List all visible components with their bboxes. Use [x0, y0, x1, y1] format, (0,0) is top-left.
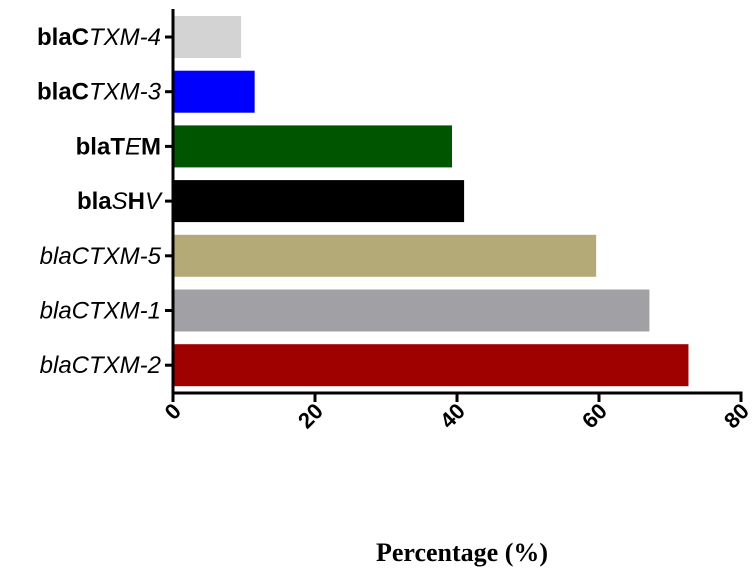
category-label-part: V — [145, 188, 163, 215]
category-label-part: H — [128, 188, 145, 215]
category-label-part: blaC — [37, 79, 89, 106]
category-label-part: TXM-3 — [89, 79, 162, 106]
bar-blashv — [173, 180, 465, 223]
bar-blactxm-2 — [173, 344, 689, 387]
x-tick-label-0: 0 — [160, 398, 186, 424]
bar-blactxm-3 — [173, 70, 255, 113]
category-label-part: bla — [77, 188, 112, 215]
category-label-part: blaCTXM-5 — [40, 243, 162, 270]
bar-blactxm-4 — [173, 16, 242, 58]
x-tick-label-40: 40 — [435, 398, 470, 433]
x-axis-title: Percentage (%) — [376, 538, 548, 567]
category-label-part: blaC — [37, 24, 89, 51]
category-label-part: blaCTXM-1 — [40, 298, 161, 325]
category-label-blactxm-1: blaCTXM-1 — [40, 298, 161, 325]
category-label-part: blaCTXM-2 — [40, 352, 161, 379]
x-tick-label-60: 60 — [577, 398, 612, 433]
bars-group — [173, 16, 689, 387]
category-label-blactxm-2: blaCTXM-2 — [40, 352, 161, 379]
x-ticks-group: 0 20 40 60 80 — [160, 393, 753, 433]
category-label-part: E — [125, 133, 142, 160]
category-label-part: S — [112, 188, 128, 215]
category-label-part: M — [141, 133, 161, 160]
category-label-blactxm-4: blaCTXM-4 — [37, 24, 161, 51]
x-tick-label-80: 80 — [719, 398, 753, 433]
category-label-blatem: blaTEM — [76, 133, 161, 160]
category-label-part: blaT — [76, 133, 126, 160]
x-tick-label-20: 20 — [293, 398, 328, 433]
bar-blactxm-5 — [173, 234, 597, 277]
bar-blactxm-1 — [173, 289, 650, 332]
category-labels-group: blaCTXM-4blaCTXM-3blaTEMblaSHVblaCTXM-5b… — [37, 24, 163, 379]
y-ticks-group — [165, 35, 173, 367]
category-label-blashv: blaSHV — [77, 188, 163, 215]
category-label-blactxm-5: blaCTXM-5 — [40, 243, 162, 270]
category-label-part: TXM-4 — [89, 24, 161, 51]
bar-blatem — [173, 125, 453, 168]
category-label-blactxm-3: blaCTXM-3 — [37, 79, 162, 106]
